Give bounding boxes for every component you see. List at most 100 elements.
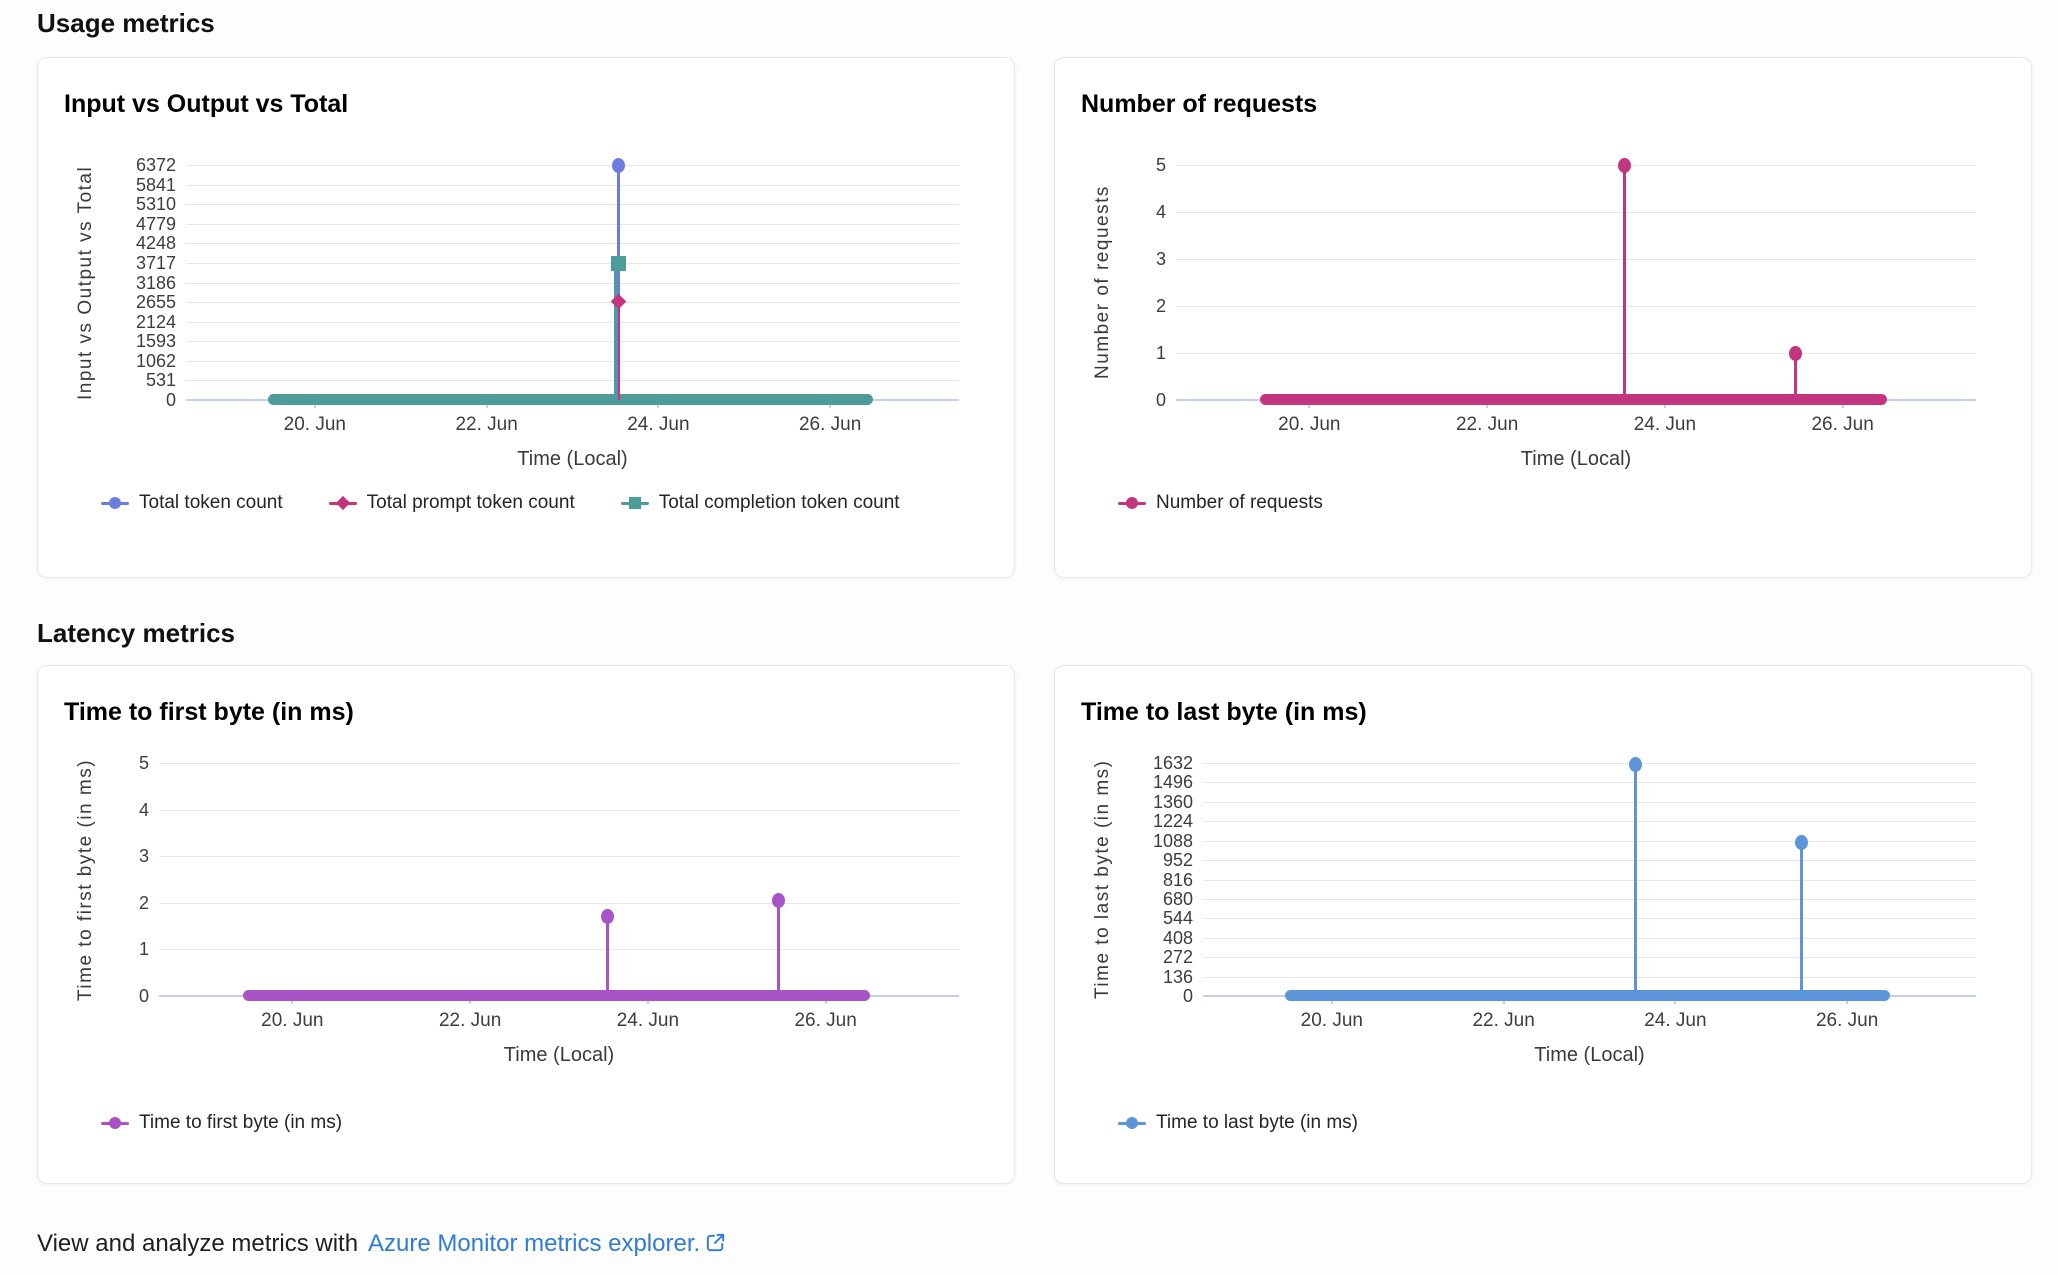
- gridline: [1176, 306, 1976, 307]
- zero-baseline-band: [1284, 990, 1891, 1001]
- x-tick-label: 24. Jun: [627, 414, 690, 435]
- chart-legend: Total token count Total prompt token coun…: [101, 492, 900, 514]
- y-tick-label: 3: [1155, 249, 1166, 269]
- gridline: [159, 949, 959, 950]
- spike-line: [605, 916, 609, 996]
- chart-plot-area: Time (Local) 5 4 3 2 1 0 20. Jun 22. Jun 24. Jun…: [139, 753, 959, 1066]
- y-tick-label: 1062: [135, 351, 176, 371]
- x-tick-label: 20. Jun: [1278, 414, 1341, 435]
- x-tick-label: 24. Jun: [1644, 1010, 1707, 1031]
- azure-monitor-metrics-explorer-link[interactable]: Azure Monitor metrics explorer.: [368, 1230, 727, 1258]
- gridline: [159, 903, 959, 904]
- x-tick-label: 22. Jun: [1472, 1010, 1535, 1031]
- gridline: [159, 763, 959, 764]
- x-axis-title: Time (Local): [1520, 448, 1632, 470]
- gridline: [186, 380, 959, 381]
- y-axis-title: Number of requests: [1092, 185, 1113, 380]
- gridline: [1203, 899, 1976, 900]
- y-tick-label: 4: [1155, 202, 1166, 222]
- zero-baseline-band: [267, 394, 874, 405]
- y-tick-label: 2: [138, 893, 149, 913]
- chart-title: Input vs Output vs Total: [64, 90, 349, 118]
- gridline: [186, 302, 959, 303]
- chart-legend: Number of requests: [1118, 492, 1323, 514]
- external-link-icon: [707, 1233, 725, 1252]
- gridline: [159, 856, 959, 857]
- spike-line: [614, 263, 618, 400]
- legend-label: Number of requests: [1156, 492, 1323, 513]
- chart-title: Time to first byte (in ms): [64, 698, 354, 726]
- legend-item[interactable]: Time to last byte (in ms): [1118, 1112, 1358, 1134]
- x-tick-label: 26. Jun: [1811, 414, 1874, 435]
- footer-text: View and analyze metrics with: [37, 1230, 359, 1257]
- footer: View and analyze metrics with Azure Moni…: [37, 1230, 727, 1258]
- y-tick-label: 4779: [135, 214, 176, 234]
- chart-legend: Time to last byte (in ms): [1118, 1112, 1358, 1134]
- gridline: [1203, 957, 1976, 958]
- square-legend-icon: [620, 496, 649, 511]
- data-point-marker: [1795, 835, 1809, 851]
- y-tick-label: 1360: [1152, 792, 1193, 812]
- y-tick-label: 2655: [135, 292, 176, 312]
- latency-metrics-heading: Latency metrics: [37, 618, 235, 648]
- y-tick-label: 0: [138, 986, 149, 1006]
- legend-label: Time to first byte (in ms): [139, 1112, 343, 1133]
- y-tick-label: 952: [1162, 850, 1193, 870]
- circle-legend-icon: [101, 1116, 129, 1131]
- y-tick-label: 5841: [135, 175, 176, 195]
- y-tick-label: 2124: [135, 312, 176, 332]
- gridline: [159, 810, 959, 811]
- chart-plot-area: Time (Local) 6372 5841 5310 4779 4248 3717 318…: [136, 155, 959, 470]
- gridline: [1176, 259, 1976, 260]
- legend-item[interactable]: Number of requests: [1118, 492, 1323, 514]
- y-tick-label: 3717: [135, 253, 176, 273]
- data-point-marker: [600, 909, 614, 925]
- gridline: [186, 361, 959, 362]
- x-tick-label: 24. Jun: [616, 1010, 680, 1031]
- y-tick-label: 6372: [135, 155, 176, 175]
- square-marker-icon: [628, 497, 641, 509]
- zero-baseline-band: [243, 990, 871, 1001]
- gridline: [186, 224, 959, 225]
- gridline: [186, 165, 959, 166]
- usage-metrics-heading: Usage metrics: [37, 8, 215, 38]
- gridline: [186, 185, 959, 186]
- y-tick-label: 3186: [135, 273, 176, 293]
- y-tick-label: 4: [138, 800, 149, 820]
- legend-item[interactable]: Time to first byte (in ms): [101, 1112, 342, 1134]
- y-tick-label: 816: [1162, 870, 1193, 890]
- input-output-total-card: Input vs Output vs Total Input vs Output…: [37, 57, 1015, 578]
- x-tick-label: 22. Jun: [1455, 414, 1519, 435]
- x-tick-label: 20. Jun: [1300, 1010, 1363, 1031]
- circle-marker-icon: [109, 497, 121, 509]
- gridline: [1203, 938, 1976, 939]
- gridline: [1176, 212, 1976, 213]
- y-tick-label: 1593: [135, 331, 176, 351]
- chart-plot-area: Time (Local) 1632 1496 1360 1224 1088 952 816 6…: [1153, 753, 1976, 1066]
- spike-line: [777, 900, 781, 996]
- x-tick-label: 20. Jun: [283, 414, 346, 435]
- x-tick-label: 22. Jun: [455, 414, 518, 435]
- spike-line: [1800, 842, 1804, 996]
- data-point-marker: [1629, 757, 1643, 773]
- data-point-marker: [1617, 157, 1631, 173]
- legend-item[interactable]: Total token count: [101, 492, 283, 514]
- circle-legend-icon: [1118, 1116, 1146, 1131]
- gridline: [1203, 880, 1976, 881]
- y-tick-label: 680: [1162, 889, 1193, 909]
- y-tick-label: 408: [1162, 928, 1193, 948]
- y-tick-label: 3: [138, 846, 149, 866]
- legend-item[interactable]: Total prompt token count: [328, 492, 575, 514]
- legend-item[interactable]: Total completion token count: [620, 492, 900, 514]
- x-tick-label: 26. Jun: [1815, 1010, 1879, 1031]
- chart-title: Number of requests: [1081, 90, 1318, 118]
- gridline: [186, 204, 959, 205]
- legend-label: Total token count: [139, 492, 283, 513]
- zero-baseline-band: [1260, 394, 1888, 405]
- y-tick-label: 0: [165, 390, 176, 410]
- data-point-marker: [612, 157, 626, 173]
- y-tick-label: 544: [1162, 908, 1193, 928]
- y-tick-label: 4248: [135, 233, 176, 253]
- gridline: [1203, 977, 1976, 978]
- y-tick-label: 1: [138, 939, 149, 959]
